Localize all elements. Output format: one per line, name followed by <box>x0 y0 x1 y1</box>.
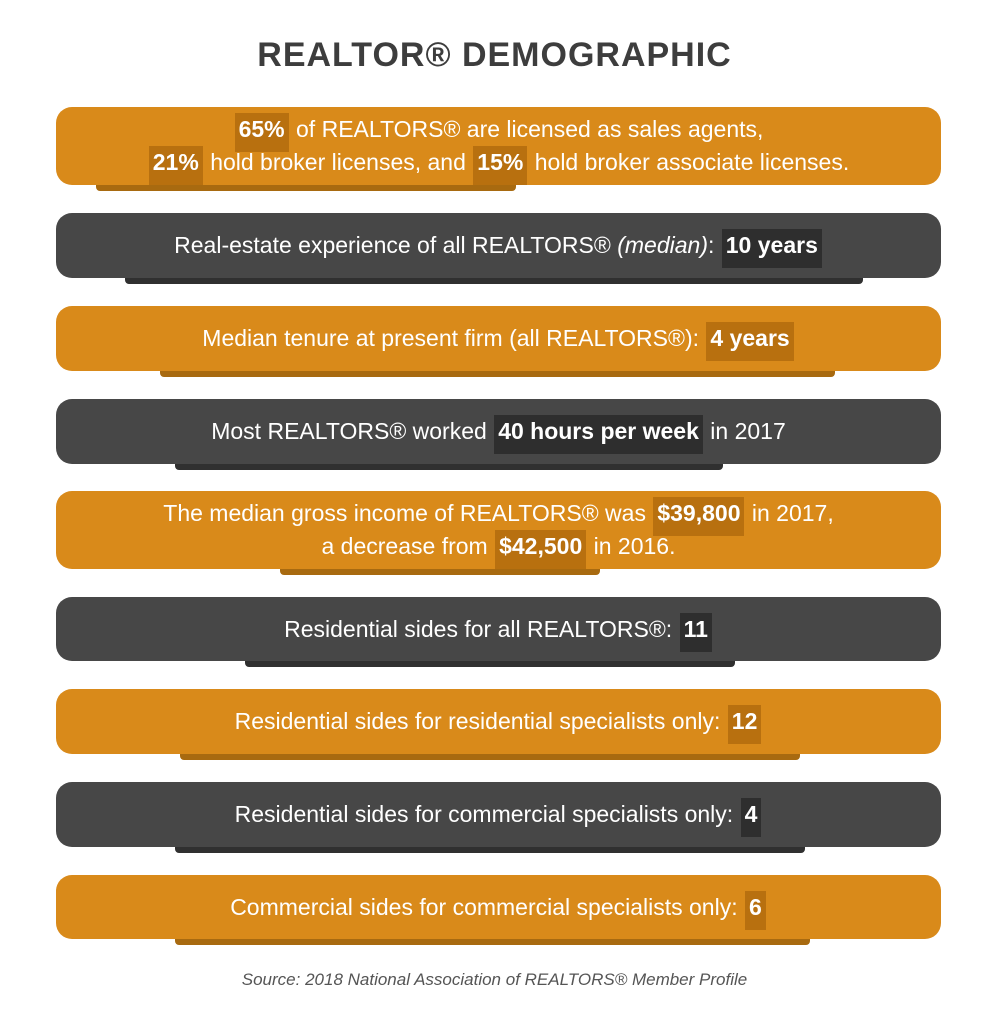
stat-bar-hours: Most REALTORS® worked 40 hours per week … <box>56 399 941 464</box>
bar-shadow <box>160 369 835 377</box>
stat-line: Real-estate experience of all REALTORS® … <box>174 229 823 268</box>
stat-highlight: 4 <box>740 798 762 837</box>
stat-highlight: 65% <box>234 113 289 152</box>
stat-text: Commercial sides for commercial speciali… <box>230 893 738 920</box>
bar-shadow <box>175 462 723 470</box>
stat-text: Residential sides for all REALTORS®: <box>284 615 673 642</box>
stat-bar-commercial-sides: Commercial sides for commercial speciali… <box>56 875 941 939</box>
stat-text-italic: (median) <box>617 232 708 258</box>
stat-line: The median gross income of REALTORS® was… <box>163 497 834 536</box>
stat-highlight: 6 <box>745 890 766 930</box>
stat-line: Residential sides for commercial special… <box>234 798 763 837</box>
stat-line: 21% hold broker licenses, and 15% hold b… <box>148 146 850 185</box>
bar-shadow <box>245 659 735 667</box>
stat-text: in 2017 <box>710 418 786 444</box>
stat-text: a decrease from <box>321 533 488 559</box>
stat-text: Residential sides for commercial special… <box>234 801 734 827</box>
stat-bar-income: The median gross income of REALTORS® was… <box>56 491 941 569</box>
stat-bar-sides-commercial-res: Residential sides for commercial special… <box>56 782 941 847</box>
stat-text: of REALTORS® are licensed as sales agent… <box>296 116 764 142</box>
stat-highlight: 10 years <box>721 229 822 268</box>
stat-highlight: 15% <box>473 146 528 185</box>
bar-shadow <box>280 567 600 575</box>
stat-highlight: 11 <box>679 612 713 652</box>
stat-bar-sides-all: Residential sides for all REALTORS®: 11 <box>56 597 941 661</box>
stat-highlight: $39,800 <box>653 497 745 536</box>
stat-line: Median tenure at present firm (all REALT… <box>202 322 795 361</box>
stat-text: Real-estate experience of all REALTORS® <box>174 232 611 258</box>
stat-highlight: 21% <box>148 146 203 185</box>
stat-highlight: 40 hours per week <box>494 415 703 454</box>
stat-bar-experience: Real-estate experience of all REALTORS® … <box>56 213 941 278</box>
stat-highlight: $42,500 <box>495 530 587 569</box>
bar-shadow <box>125 276 863 284</box>
bar-shadow <box>175 845 805 853</box>
stat-highlight: 12 <box>727 705 762 744</box>
bar-shadow <box>180 752 800 760</box>
stat-text: Most REALTORS® worked <box>211 418 487 444</box>
stat-line: 65% of REALTORS® are licensed as sales a… <box>234 113 764 152</box>
stat-text: Residential sides for residential specia… <box>234 708 721 734</box>
stat-line: Most REALTORS® worked 40 hours per week … <box>211 415 786 454</box>
stat-text: Median tenure at present firm (all REALT… <box>202 325 700 351</box>
stat-text: : <box>707 232 715 258</box>
stat-line: Commercial sides for commercial speciali… <box>230 890 767 930</box>
bar-shadow <box>96 183 516 191</box>
stat-bar-tenure: Median tenure at present firm (all REALT… <box>56 306 941 371</box>
stat-line: Residential sides for all REALTORS®: 11 <box>284 612 713 652</box>
stat-text: hold broker licenses, and <box>210 149 466 175</box>
stat-text: hold broker associate licenses. <box>534 149 850 175</box>
stat-bar-sides-residential: Residential sides for residential specia… <box>56 689 941 754</box>
stat-text: The median gross income of REALTORS® was <box>163 500 646 526</box>
page-title: REALTOR® DEMOGRAPHIC <box>257 36 732 74</box>
stat-text: in 2016. <box>593 533 676 559</box>
stat-highlight: 4 years <box>706 322 795 361</box>
source-note: Source: 2018 National Association of REA… <box>241 970 748 989</box>
stat-text: in 2017, <box>751 500 834 526</box>
bar-shadow <box>175 937 810 945</box>
stat-bar-license-types: 65% of REALTORS® are licensed as sales a… <box>56 107 941 185</box>
stat-line: Residential sides for residential specia… <box>234 705 763 744</box>
stat-line: a decrease from $42,500 in 2016. <box>321 530 676 569</box>
